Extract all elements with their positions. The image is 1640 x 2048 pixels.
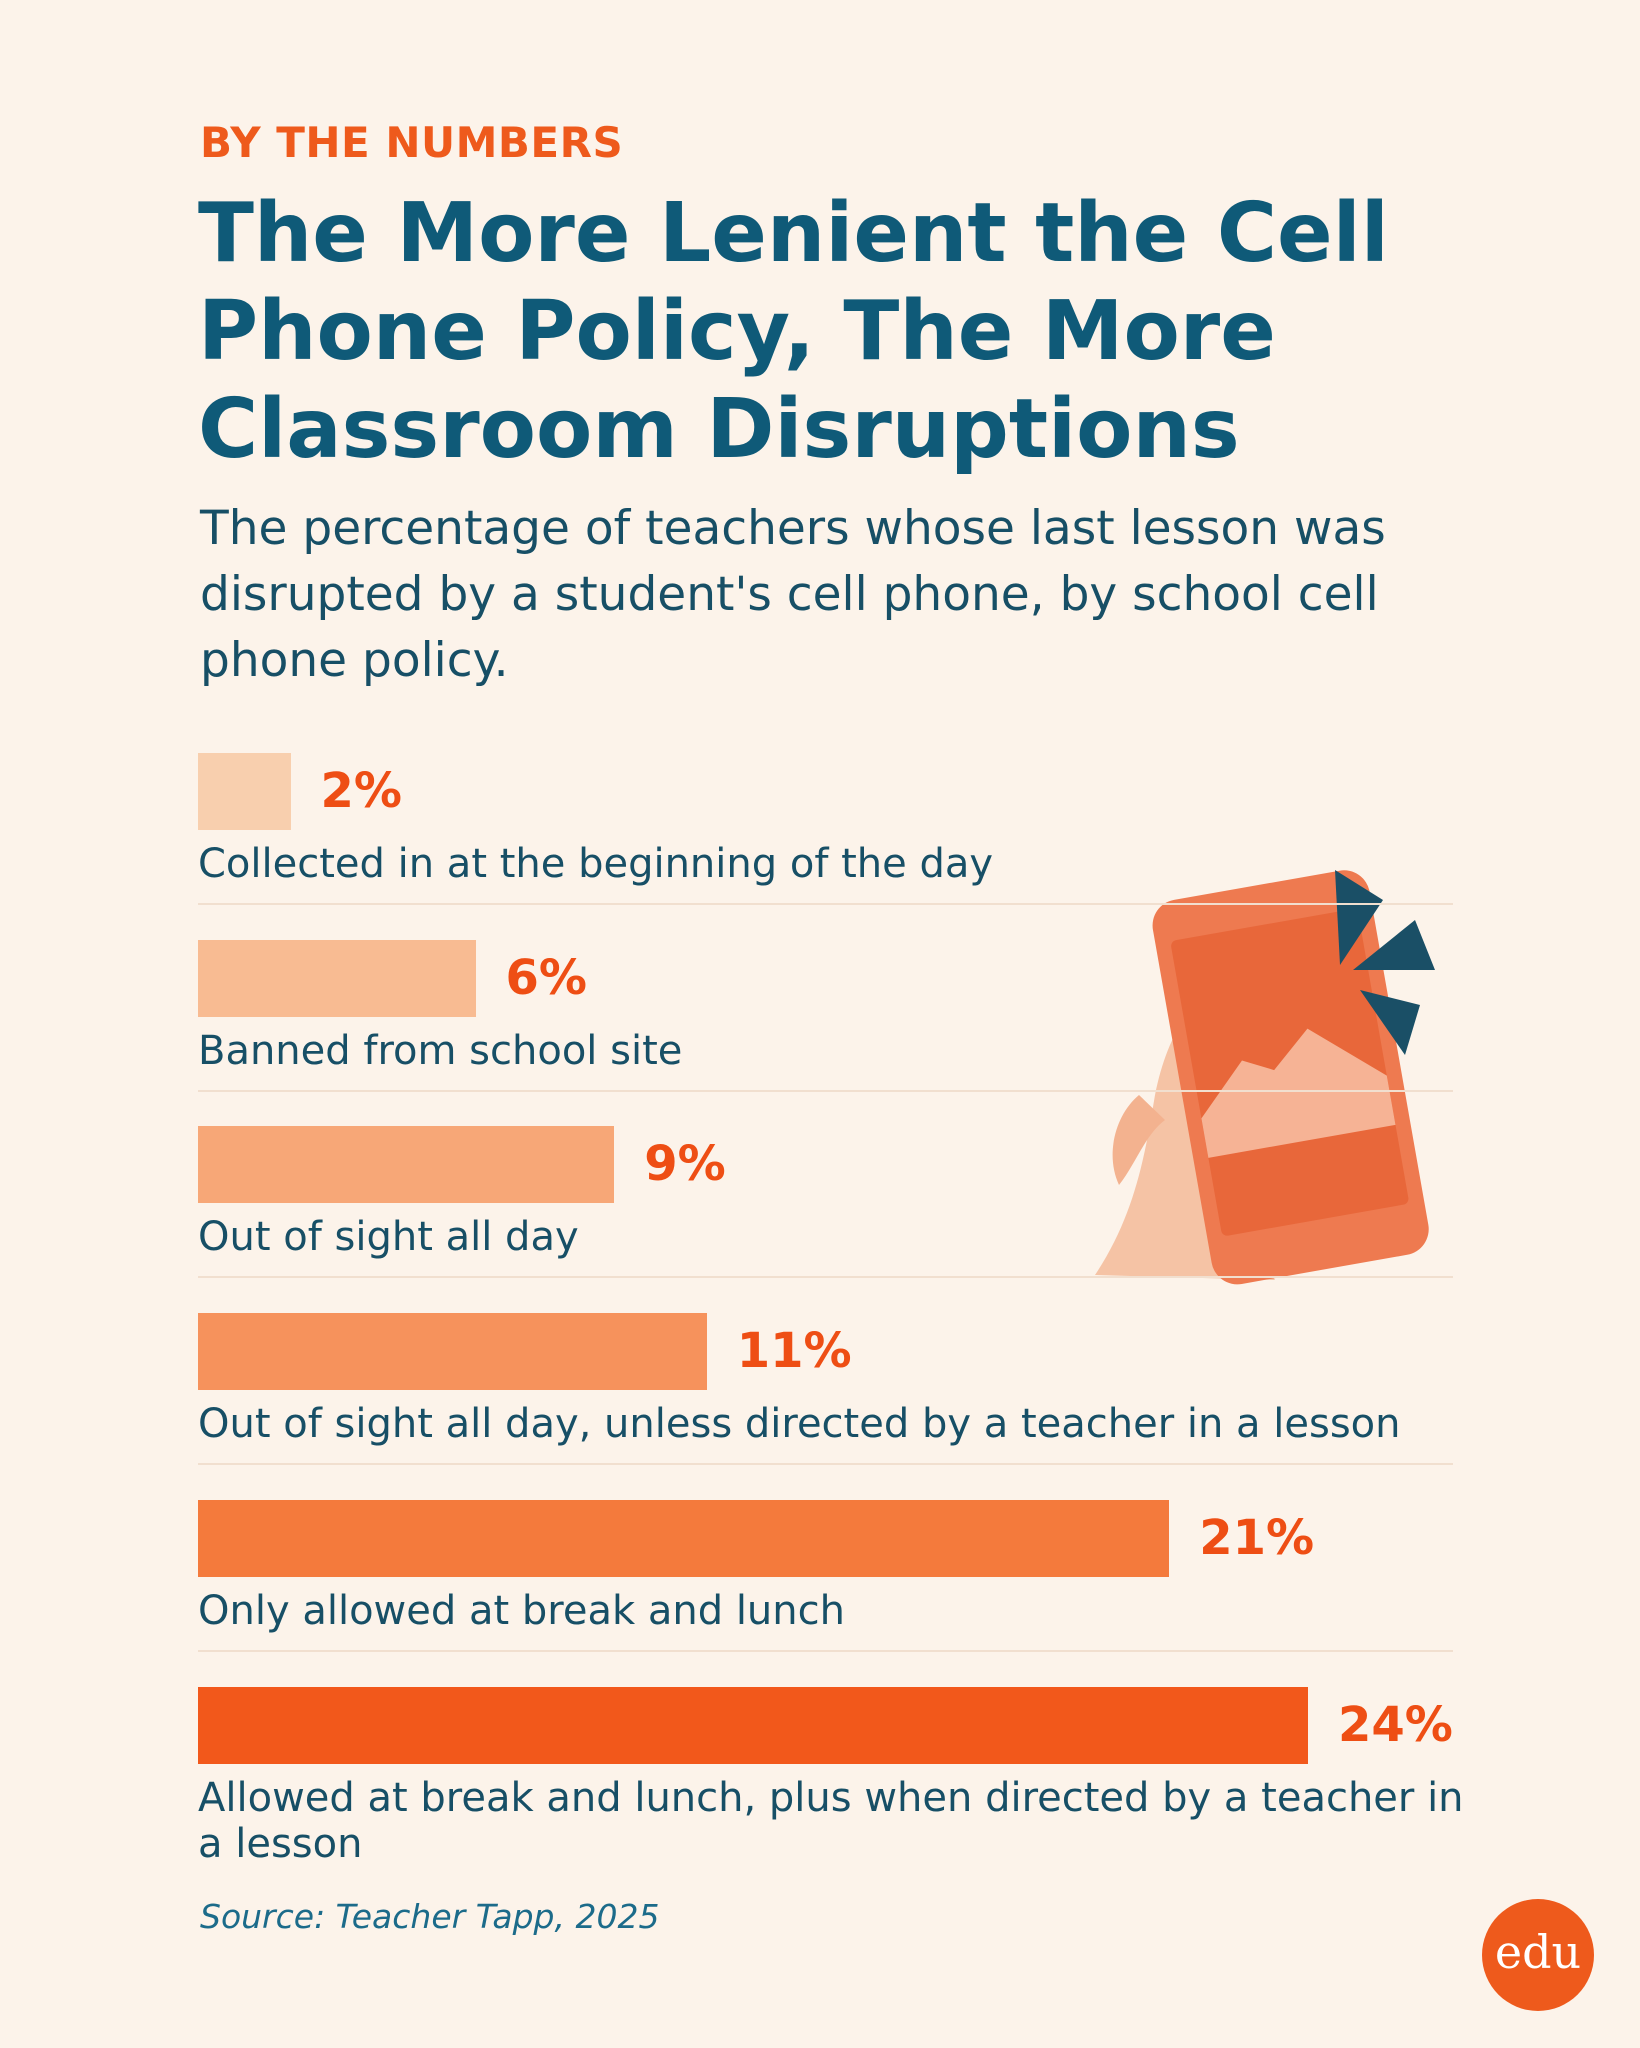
category-label: Banned from school site: [198, 1027, 683, 1074]
thumb: [1112, 1095, 1165, 1185]
value-label: 9%: [644, 1136, 726, 1193]
value-label: 2%: [320, 763, 403, 819]
mountain: [1201, 1028, 1396, 1158]
separator: [198, 1463, 1453, 1466]
value-label: 6%: [505, 949, 588, 1006]
category-label: Out of sight all day: [198, 1214, 579, 1261]
chart-subtitle: The percentage of teachers whose last le…: [200, 501, 1386, 688]
bar: [198, 1499, 1170, 1577]
chart-title: The More Lenient the Cell Phone Policy, …: [198, 186, 1389, 477]
value-label: 21%: [1199, 1509, 1315, 1566]
separator: [198, 1276, 1453, 1279]
separator: [198, 1649, 1453, 1652]
bar: [198, 1313, 707, 1391]
source: Source: Teacher Tapp, 2025: [200, 1897, 660, 1936]
category-label: Only allowed at break and lunch: [198, 1587, 845, 1634]
bar: [198, 1126, 615, 1204]
separator: [198, 1089, 1453, 1092]
alert-mark: [1335, 870, 1383, 965]
value-label: 11%: [736, 1323, 852, 1380]
alert-mark: [1353, 920, 1435, 970]
category-label: Collected in at the beginning of the day: [198, 841, 994, 887]
bar: [198, 753, 291, 830]
value-label: 24%: [1338, 1696, 1453, 1753]
bar: [198, 1686, 1308, 1764]
logo: edu: [1482, 1899, 1594, 2011]
alert-mark: [1360, 990, 1420, 1055]
phone-illustration: [1095, 870, 1435, 1285]
separator: [198, 903, 1453, 905]
category-label: Allowed at break and lunch, plus when di…: [198, 1774, 1464, 1867]
bar: [198, 939, 476, 1017]
kicker: BY THE NUMBERS: [200, 118, 624, 167]
category-label: Out of sight all day, unless directed by…: [198, 1401, 1401, 1448]
